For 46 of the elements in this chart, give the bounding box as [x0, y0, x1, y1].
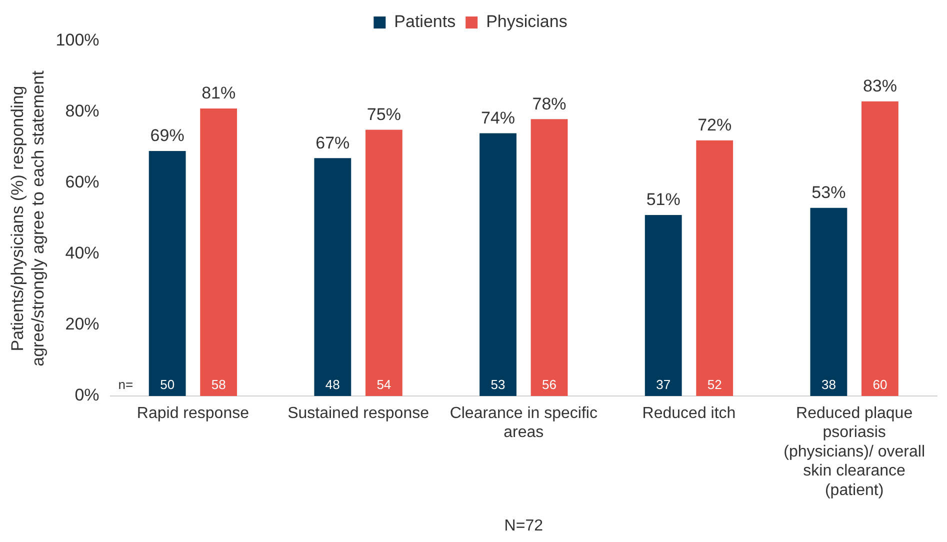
y-tick-label: 80% — [65, 102, 100, 121]
annotation: 38 — [821, 377, 836, 392]
bar — [480, 133, 516, 396]
bar — [314, 158, 352, 396]
text: N=72 — [504, 517, 544, 534]
data-label: 51% — [646, 190, 680, 210]
bar — [365, 130, 402, 396]
data-label: 83% — [862, 76, 897, 96]
data-label: 69% — [150, 126, 184, 146]
data-label: 81% — [202, 84, 236, 103]
bar — [148, 151, 186, 396]
bar — [810, 208, 848, 396]
bar — [862, 101, 898, 396]
y-tick-label: 0% — [74, 386, 100, 405]
y-tick-label: 100% — [56, 30, 100, 50]
bar — [644, 214, 682, 396]
data-label: 75% — [366, 104, 401, 124]
legend-label: Physicians — [486, 12, 568, 32]
annotation: 60 — [872, 377, 888, 392]
x-tick-label: Reduced itch — [642, 405, 736, 422]
x-tick-label: Clearance in specific areas — [450, 405, 598, 442]
data-label: 72% — [698, 116, 732, 135]
data-label: 53% — [812, 183, 846, 202]
y-tick-label: 20% — [65, 314, 100, 334]
annotation: 48 — [325, 377, 340, 392]
annotation: 50 — [160, 377, 175, 392]
annotation: 37 — [656, 377, 671, 392]
annotation: 54 — [376, 377, 392, 392]
y-axis-title: Patients/physicians (%) responding agree/strongly agree to each statement — [8, 70, 48, 366]
bar — [200, 108, 238, 396]
x-tick-label: Rapid response — [136, 405, 250, 422]
y-tick-label: 60% — [65, 172, 100, 192]
annotation: n= — [118, 377, 134, 392]
data-label: 67% — [316, 133, 350, 152]
annotation: 53 — [490, 377, 506, 392]
bar — [696, 140, 734, 396]
x-tick-label: Reduced plaque psoriasis (physicians)/ overall skin clearance (patient) — [784, 405, 926, 499]
annotation: 58 — [211, 377, 226, 392]
annotation: 56 — [542, 377, 556, 392]
data-label: 74% — [480, 108, 516, 128]
bar — [530, 119, 568, 396]
x-tick-label: Sustained response — [288, 405, 430, 422]
annotation: 52 — [707, 377, 722, 392]
y-tick-label: 40% — [65, 244, 100, 263]
data-label: 78% — [532, 94, 566, 114]
legend-label: Patients — [394, 12, 456, 32]
